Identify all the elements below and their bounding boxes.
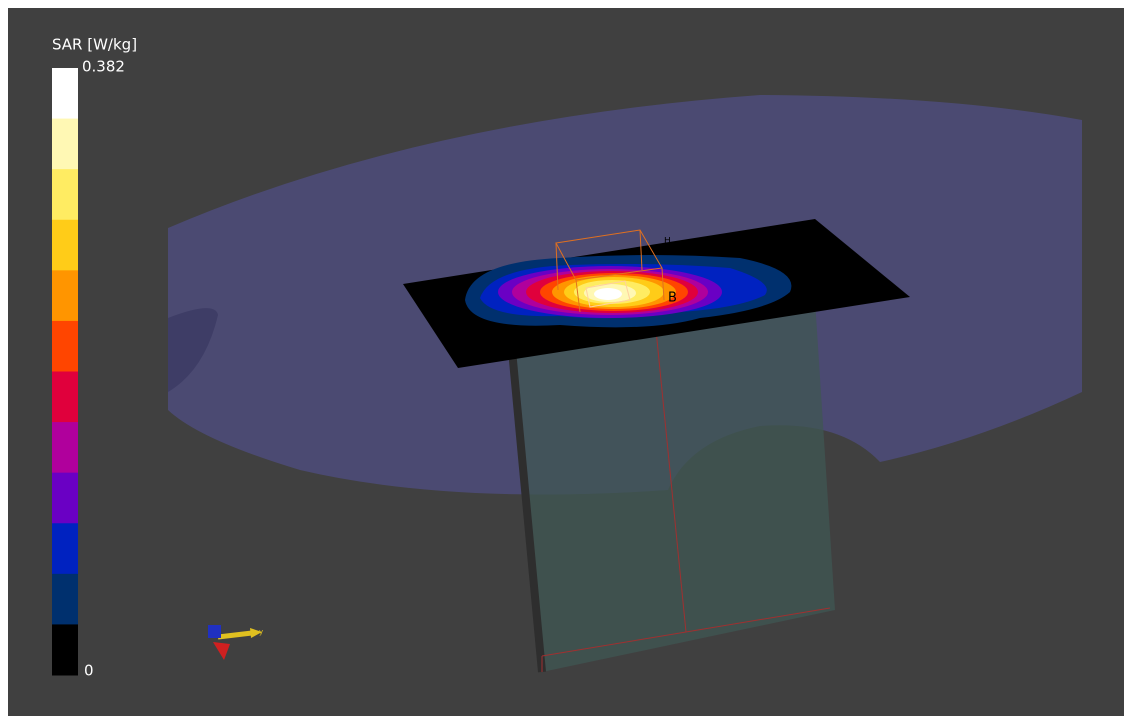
colorbar bbox=[52, 68, 78, 676]
colorbar-min: 0 bbox=[84, 662, 94, 680]
phantom-edge bbox=[168, 308, 218, 392]
scene-label: B bbox=[668, 291, 677, 306]
colorbar-segment bbox=[52, 68, 78, 120]
device-column bbox=[512, 300, 835, 672]
colorbar-segment bbox=[52, 371, 78, 423]
colorbar-segment bbox=[52, 624, 78, 676]
averaging-cube bbox=[555, 229, 665, 313]
colorbar-segment bbox=[52, 320, 78, 372]
colorbar-title: SAR [W/kg] bbox=[52, 36, 137, 54]
colorbar-segment bbox=[52, 270, 78, 322]
axes-widget bbox=[208, 625, 262, 660]
sar-distribution bbox=[465, 255, 792, 328]
scene-label: H bbox=[664, 237, 671, 247]
colorbar-segment bbox=[52, 422, 78, 474]
colorbar-segment bbox=[52, 573, 78, 625]
colorbar-max: 0.382 bbox=[82, 58, 125, 76]
column-edge bbox=[508, 349, 546, 673]
colorbar-segment bbox=[52, 523, 78, 575]
colorbar-segment bbox=[52, 472, 78, 524]
colorbar-segment bbox=[52, 219, 78, 271]
colorbar-segment bbox=[52, 118, 78, 170]
device-wire bbox=[541, 329, 831, 672]
colorbar-segment bbox=[52, 169, 78, 221]
axis-label: y bbox=[259, 628, 263, 636]
